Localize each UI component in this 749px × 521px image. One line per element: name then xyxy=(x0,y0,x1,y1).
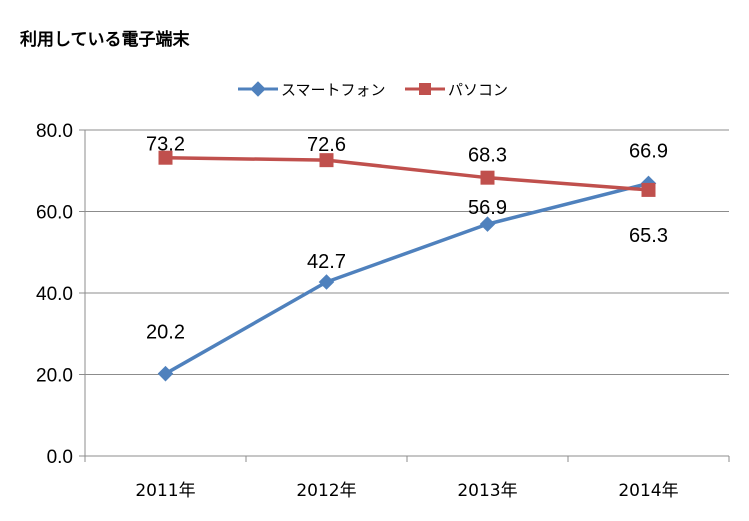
x-tick-label: 2014年 xyxy=(618,481,678,501)
x-tick-label: 2011年 xyxy=(135,481,195,501)
data-point-pc xyxy=(319,153,334,168)
data-point-smartphone xyxy=(479,216,496,232)
y-tick-label: 20.0 xyxy=(36,366,73,387)
y-tick-label: 60.0 xyxy=(36,203,73,224)
data-label-pc: 73.2 xyxy=(146,134,185,156)
y-tick-label: 0.0 xyxy=(47,447,73,468)
x-tick-label: 2013年 xyxy=(457,481,517,501)
legend-marker-smartphone xyxy=(250,81,266,97)
data-label-smartphone: 56.9 xyxy=(468,197,507,219)
chart-title: 利用している電子端末 xyxy=(20,29,190,50)
data-point-pc xyxy=(158,150,173,165)
data-label-smartphone: 20.2 xyxy=(146,322,185,344)
data-point-pc xyxy=(641,182,656,197)
legend: スマートフォン パソコン xyxy=(238,81,508,99)
data-label-pc: 72.6 xyxy=(307,134,346,156)
data-label-smartphone: 66.9 xyxy=(629,140,668,162)
y-tick-label: 40.0 xyxy=(36,284,73,305)
data-point-smartphone xyxy=(318,274,335,290)
series-line-smartphone xyxy=(164,181,649,376)
x-tick-label: 2012年 xyxy=(296,481,356,501)
data-label-pc: 68.3 xyxy=(468,145,507,167)
series-line-pc xyxy=(165,155,649,192)
data-label-smartphone: 42.7 xyxy=(307,251,346,273)
legend-label-pc: パソコン xyxy=(448,81,508,99)
y-tick-label: 80.0 xyxy=(36,121,73,142)
data-point-pc xyxy=(480,170,495,185)
legend-marker-pc xyxy=(419,83,431,95)
legend-label-smartphone: スマートフォン xyxy=(281,81,386,99)
data-label-pc: 65.3 xyxy=(629,225,668,247)
data-point-smartphone xyxy=(157,365,174,382)
